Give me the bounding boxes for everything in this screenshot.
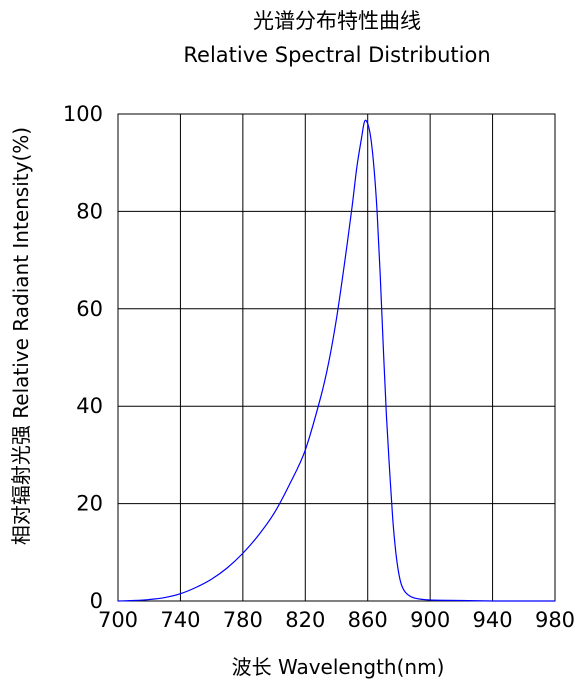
x-tick-label-820: 820	[285, 608, 325, 632]
x-tick-label-700: 700	[98, 608, 138, 632]
x-axis-ticks: 700 740 780 820 860 900 940 980	[98, 608, 575, 632]
chart-title: 光谱分布特性曲线	[253, 9, 421, 33]
x-tick-label-860: 860	[348, 608, 388, 632]
series-line-0	[117, 119, 555, 602]
y-tick-label-60: 60	[76, 297, 103, 321]
x-axis-title: 波长 Wavelength(nm)	[232, 655, 445, 679]
y-tick-label-40: 40	[76, 394, 103, 418]
x-tick-label-980: 980	[535, 608, 575, 632]
y-axis-ticks: 0 20 40 60 80 100	[63, 102, 103, 613]
grid	[118, 114, 555, 601]
y-axis-title: 相对辐射光强 Relative Radiant Intensity(%)	[9, 127, 33, 545]
plot-area-border	[117, 113, 556, 602]
series-layer	[117, 119, 555, 602]
x-tick-label-940: 940	[473, 608, 513, 632]
y-tick-label-80: 80	[76, 199, 103, 223]
x-tick-label-740: 740	[160, 608, 200, 632]
y-tick-label-0: 0	[90, 589, 103, 613]
y-tick-label-100: 100	[63, 102, 103, 126]
chart-subtitle: Relative Spectral Distribution	[183, 43, 490, 67]
x-tick-label-900: 900	[410, 608, 450, 632]
x-tick-label-780: 780	[223, 608, 263, 632]
y-tick-label-20: 20	[76, 492, 103, 516]
plot-frame	[117, 113, 556, 602]
